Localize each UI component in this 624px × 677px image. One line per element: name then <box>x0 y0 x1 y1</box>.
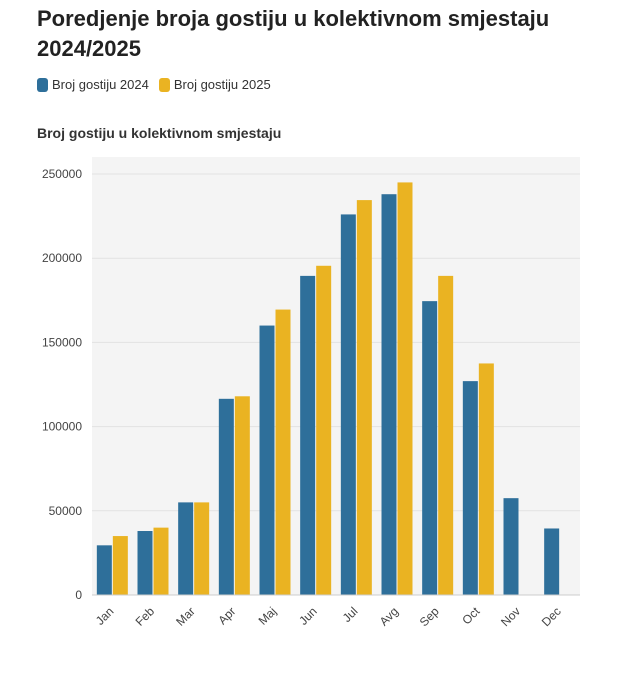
bar-2025-mar <box>194 502 210 595</box>
bar-2025-avg <box>397 182 413 596</box>
legend-swatch-2024 <box>37 77 48 92</box>
y-tick-label: 50000 <box>49 504 83 518</box>
bar-2024-jun <box>300 275 316 595</box>
bar-2024-jan <box>96 545 112 595</box>
bar-2025-apr <box>234 396 250 595</box>
x-tick-label: Feb <box>133 604 158 629</box>
bar-2025-sep <box>438 275 454 595</box>
chart-title: Poredjenje broja gostiju u kolektivnom s… <box>37 6 550 61</box>
bar-2025-oct <box>478 363 494 595</box>
x-tick-label: Nov <box>498 604 523 629</box>
bar-2024-nov <box>503 498 519 595</box>
bar-2024-apr <box>218 398 234 595</box>
bar-2024-feb <box>137 531 153 595</box>
bar-2024-avg <box>381 194 397 595</box>
bar-2024-maj <box>259 325 275 595</box>
bar-2025-jul <box>356 200 372 596</box>
chart-subtitle: Broj gostiju u kolektivnom smjestaju <box>37 125 282 141</box>
y-tick-label: 100000 <box>42 420 82 434</box>
legend-label-2025: Broj gostiju 2025 <box>173 77 271 92</box>
bar-2024-mar <box>178 502 194 595</box>
bar-2025-jun <box>316 265 332 595</box>
y-tick-label: 150000 <box>42 335 82 349</box>
x-tick-label: Dec <box>539 604 564 629</box>
legend-label-2024: Broj gostiju 2024 <box>52 77 149 92</box>
x-tick-label: Sep <box>417 604 442 629</box>
bar-2025-feb <box>153 527 169 595</box>
bar-2024-dec <box>544 528 560 595</box>
bar-2025-maj <box>275 309 291 595</box>
x-tick-label: Jul <box>340 604 361 625</box>
x-tick-label: Jan <box>93 604 117 628</box>
bar-2024-oct <box>462 381 478 595</box>
plot-background <box>92 157 580 595</box>
x-tick-label: Mar <box>173 604 198 629</box>
legend: Broj gostiju 2024 Broj gostiju 2025 <box>37 77 281 92</box>
legend-swatch-2025 <box>158 77 170 92</box>
x-tick-label: Apr <box>215 604 238 627</box>
legend-item-2025[interactable]: Broj gostiju 2025 <box>158 77 271 92</box>
x-tick-label: Jun <box>296 604 320 628</box>
bar-2025-jan <box>112 536 128 595</box>
legend-item-2024[interactable]: Broj gostiju 2024 <box>37 77 149 92</box>
bar-2024-sep <box>422 301 438 595</box>
x-tick-label: Maj <box>256 604 280 628</box>
x-tick-label: Avg <box>377 604 401 628</box>
y-tick-label: 250000 <box>42 167 82 181</box>
x-tick-label: Oct <box>459 604 483 628</box>
y-tick-label: 200000 <box>42 251 82 265</box>
bar-2024-jul <box>340 214 356 595</box>
y-tick-label: 0 <box>75 588 82 602</box>
